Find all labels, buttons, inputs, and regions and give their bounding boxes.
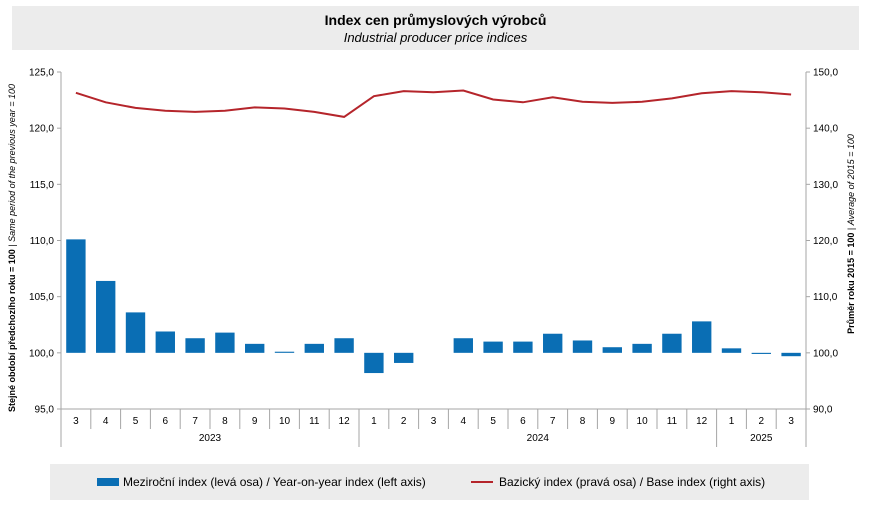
bar-mark xyxy=(245,343,265,353)
right-axis-label-main: Průměr roku 2015 = 100 xyxy=(846,233,856,334)
base-index-line xyxy=(75,89,792,118)
bar-mark xyxy=(185,338,205,353)
bar-mark xyxy=(453,338,473,353)
line-layer xyxy=(75,89,792,118)
right-tick-label: 90,0 xyxy=(813,405,833,416)
legend-item-bar: Meziroční index (levá osa) / Year-on-yea… xyxy=(97,475,426,489)
x-month-label: 12 xyxy=(339,416,351,427)
legend: Meziroční index (levá osa) / Year-on-yea… xyxy=(50,464,809,500)
legend-item-line: Bazický index (pravá osa) / Base index (… xyxy=(471,475,765,489)
legend-swatch-bar xyxy=(97,478,119,486)
x-month-label: 9 xyxy=(610,416,616,427)
right-tick-label: 120,0 xyxy=(813,236,838,247)
chart-title: Index cen průmyslových výrobců xyxy=(324,12,547,28)
x-month-label: 8 xyxy=(222,416,228,427)
bar-mark xyxy=(602,347,622,353)
x-month-label: 4 xyxy=(461,416,467,427)
left-tick-label: 115,0 xyxy=(30,180,55,191)
x-month-label: 8 xyxy=(580,416,586,427)
left-axis-label-italic: Same period of the previous year = 100 xyxy=(7,84,17,242)
right-tick-label: 100,0 xyxy=(813,348,838,359)
bars-layer xyxy=(66,239,801,374)
x-month-label: 7 xyxy=(192,416,198,427)
x-year-label: 2023 xyxy=(199,433,222,444)
bar-mark xyxy=(751,352,771,354)
bar-mark xyxy=(155,331,175,353)
x-month-label: 7 xyxy=(550,416,556,427)
bar-mark xyxy=(66,239,86,353)
x-month-label: 3 xyxy=(788,416,794,427)
x-month-label: 1 xyxy=(729,416,735,427)
bar-mark xyxy=(274,351,295,353)
left-axis-label-main: Stejné období předchozího roku = 100 xyxy=(7,249,17,412)
legend-label-line: Bazický index (pravá osa) / Base index (… xyxy=(499,475,766,489)
bar-mark xyxy=(304,343,324,353)
right-tick-label: 130,0 xyxy=(813,180,838,191)
x-month-label: 6 xyxy=(163,416,169,427)
bar-mark xyxy=(543,333,563,353)
left-tick-label: 120,0 xyxy=(29,124,54,135)
bar-mark xyxy=(692,321,712,353)
bar-mark xyxy=(721,348,742,353)
bar-mark xyxy=(632,343,652,353)
bar-mark xyxy=(781,352,801,357)
x-month-label: 2 xyxy=(759,416,765,427)
x-month-label: 11 xyxy=(667,416,678,427)
x-month-label: 3 xyxy=(73,416,79,427)
bar-mark xyxy=(662,333,682,353)
chart-title-box: Index cen průmyslových výrobců Industria… xyxy=(12,6,859,50)
right-tick-label: 140,0 xyxy=(813,124,838,135)
x-month-label: 5 xyxy=(490,416,496,427)
x-month-label: 1 xyxy=(371,416,377,427)
right-axis-label-italic: Average of 2015 = 100 xyxy=(846,134,856,226)
x-month-label: 12 xyxy=(696,416,708,427)
x-month-label: 11 xyxy=(309,416,320,427)
left-tick-label: 100,0 xyxy=(29,348,54,359)
x-month-label: 10 xyxy=(637,416,649,427)
bar-mark xyxy=(572,340,593,353)
bar-mark xyxy=(334,338,354,353)
x-year-label: 2024 xyxy=(527,433,550,444)
bar-mark xyxy=(394,352,414,363)
x-month-label: 10 xyxy=(279,416,291,427)
bar-mark xyxy=(513,341,533,353)
x-month-label: 6 xyxy=(520,416,526,427)
x-month-label: 5 xyxy=(133,416,139,427)
x-month-label: 4 xyxy=(103,416,109,427)
right-tick-label: 110,0 xyxy=(813,292,838,303)
labels-layer: 95,0 100,0 105,0 110,0 115,0 120,0 125,0 90,0 10… xyxy=(29,68,838,445)
chart-subtitle: Industrial producer price indices xyxy=(343,30,528,45)
chart-svg: Stejné období předchozího roku = 100 | S… xyxy=(7,68,856,447)
left-tick-label: 105,0 xyxy=(29,292,54,303)
left-tick-label: 125,0 xyxy=(29,68,54,79)
left-axis-label: Stejné období předchozího roku = 100 | S… xyxy=(7,84,17,412)
bar-mark xyxy=(483,341,503,353)
bar-mark xyxy=(364,352,384,374)
axes-layer xyxy=(57,71,810,447)
x-year-label: 2025 xyxy=(750,433,773,444)
left-tick-label: 110,0 xyxy=(30,236,55,247)
x-month-label: 2 xyxy=(401,416,407,427)
left-tick-label: 95,0 xyxy=(35,405,55,416)
right-axis-label: Průměr roku 2015 = 100 | Average of 2015… xyxy=(846,134,856,334)
x-month-label: 9 xyxy=(252,416,258,427)
right-tick-label: 150,0 xyxy=(813,68,838,79)
x-month-label: 3 xyxy=(431,416,437,427)
bar-mark xyxy=(96,280,116,353)
bar-mark xyxy=(215,332,235,353)
legend-swatch-line xyxy=(471,481,493,483)
bar-mark xyxy=(125,312,146,353)
legend-label-bar: Meziroční index (levá osa) / Year-on-yea… xyxy=(123,475,426,489)
